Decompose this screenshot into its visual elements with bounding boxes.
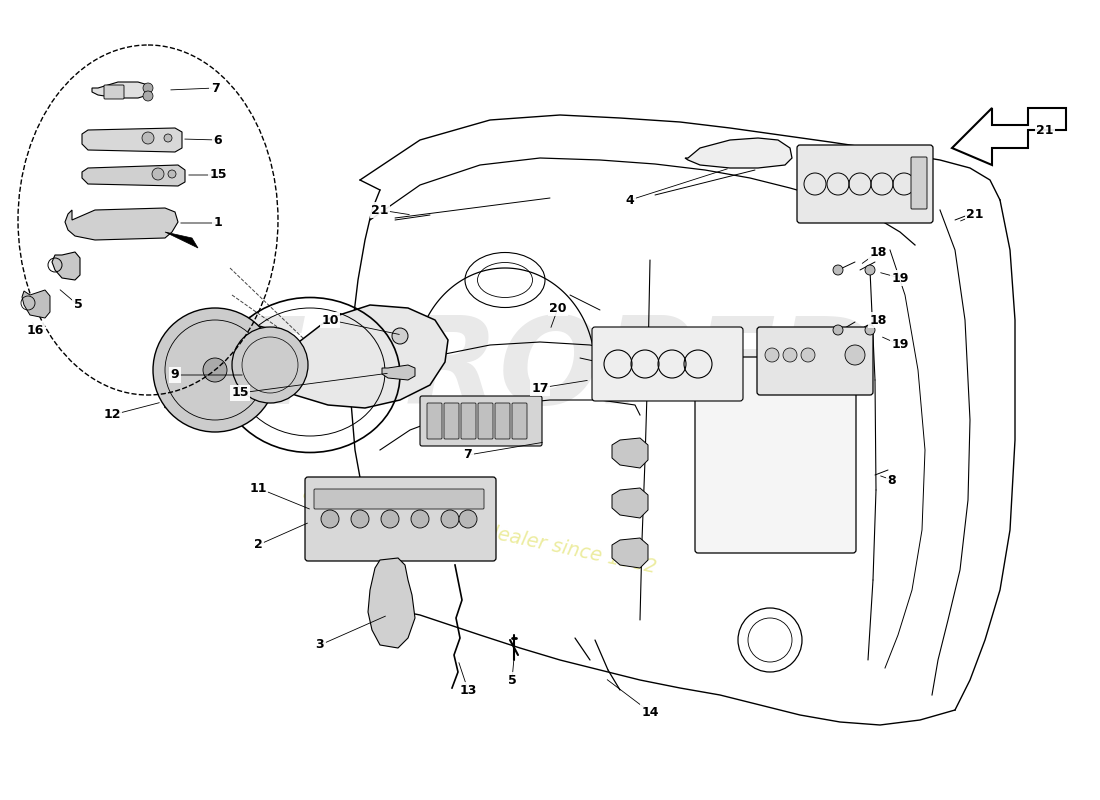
Circle shape xyxy=(845,345,865,365)
Circle shape xyxy=(381,510,399,528)
FancyBboxPatch shape xyxy=(461,403,476,439)
Circle shape xyxy=(865,325,874,335)
FancyBboxPatch shape xyxy=(420,396,542,446)
Polygon shape xyxy=(275,305,448,408)
Circle shape xyxy=(164,134,172,142)
Text: 14: 14 xyxy=(641,706,659,718)
Polygon shape xyxy=(82,128,182,152)
Text: 4: 4 xyxy=(626,194,635,206)
Text: 21: 21 xyxy=(372,203,388,217)
FancyBboxPatch shape xyxy=(695,357,856,553)
FancyBboxPatch shape xyxy=(911,157,927,209)
Text: 7: 7 xyxy=(210,82,219,94)
Text: 21: 21 xyxy=(1036,123,1054,137)
Text: EUROPED: EUROPED xyxy=(222,311,878,429)
Text: 19: 19 xyxy=(891,271,909,285)
Text: 15: 15 xyxy=(209,169,227,182)
FancyBboxPatch shape xyxy=(104,85,124,99)
Text: 3: 3 xyxy=(316,638,324,651)
Text: 8: 8 xyxy=(888,474,896,486)
Text: 17: 17 xyxy=(531,382,549,394)
FancyBboxPatch shape xyxy=(305,477,496,561)
Text: 15: 15 xyxy=(231,386,249,399)
Text: a passionate parts dealer since 1982: a passionate parts dealer since 1982 xyxy=(301,483,659,577)
Circle shape xyxy=(411,510,429,528)
Polygon shape xyxy=(52,252,80,280)
Polygon shape xyxy=(612,538,648,568)
Text: 12: 12 xyxy=(103,409,121,422)
Circle shape xyxy=(764,348,779,362)
Circle shape xyxy=(143,91,153,101)
Text: 20: 20 xyxy=(549,302,566,314)
Polygon shape xyxy=(382,365,415,380)
FancyBboxPatch shape xyxy=(478,403,493,439)
Text: 16: 16 xyxy=(26,323,44,337)
Text: 21: 21 xyxy=(966,209,983,222)
FancyBboxPatch shape xyxy=(495,403,510,439)
Polygon shape xyxy=(368,558,415,648)
FancyBboxPatch shape xyxy=(592,327,743,401)
Text: 9: 9 xyxy=(170,369,179,382)
Circle shape xyxy=(392,328,408,344)
Text: 19: 19 xyxy=(891,338,909,351)
Polygon shape xyxy=(92,82,148,98)
Text: 6: 6 xyxy=(213,134,222,146)
Text: 10: 10 xyxy=(321,314,339,326)
Text: 2: 2 xyxy=(254,538,263,551)
FancyBboxPatch shape xyxy=(757,327,873,395)
Circle shape xyxy=(321,510,339,528)
Circle shape xyxy=(833,325,843,335)
Circle shape xyxy=(153,308,277,432)
Text: 11: 11 xyxy=(250,482,266,494)
Polygon shape xyxy=(165,232,198,248)
Circle shape xyxy=(152,168,164,180)
Polygon shape xyxy=(65,208,178,240)
Text: 13: 13 xyxy=(460,683,476,697)
Text: 7: 7 xyxy=(463,449,472,462)
FancyBboxPatch shape xyxy=(314,489,484,509)
Circle shape xyxy=(865,265,874,275)
Polygon shape xyxy=(612,438,648,468)
Circle shape xyxy=(142,132,154,144)
FancyBboxPatch shape xyxy=(512,403,527,439)
Circle shape xyxy=(833,265,843,275)
Polygon shape xyxy=(82,165,185,186)
Circle shape xyxy=(441,510,459,528)
Circle shape xyxy=(168,170,176,178)
Text: 18: 18 xyxy=(869,246,887,258)
Circle shape xyxy=(204,358,227,382)
Polygon shape xyxy=(158,325,285,408)
Text: 5: 5 xyxy=(74,298,82,311)
FancyBboxPatch shape xyxy=(444,403,459,439)
Circle shape xyxy=(783,348,798,362)
Polygon shape xyxy=(685,138,792,168)
Circle shape xyxy=(459,510,477,528)
Circle shape xyxy=(143,83,153,93)
Text: 18: 18 xyxy=(869,314,887,326)
Circle shape xyxy=(351,510,369,528)
Text: 5: 5 xyxy=(507,674,516,686)
Polygon shape xyxy=(612,488,648,518)
Text: 1: 1 xyxy=(213,217,222,230)
FancyBboxPatch shape xyxy=(427,403,442,439)
FancyBboxPatch shape xyxy=(798,145,933,223)
Circle shape xyxy=(232,327,308,403)
Polygon shape xyxy=(22,290,50,318)
Circle shape xyxy=(801,348,815,362)
